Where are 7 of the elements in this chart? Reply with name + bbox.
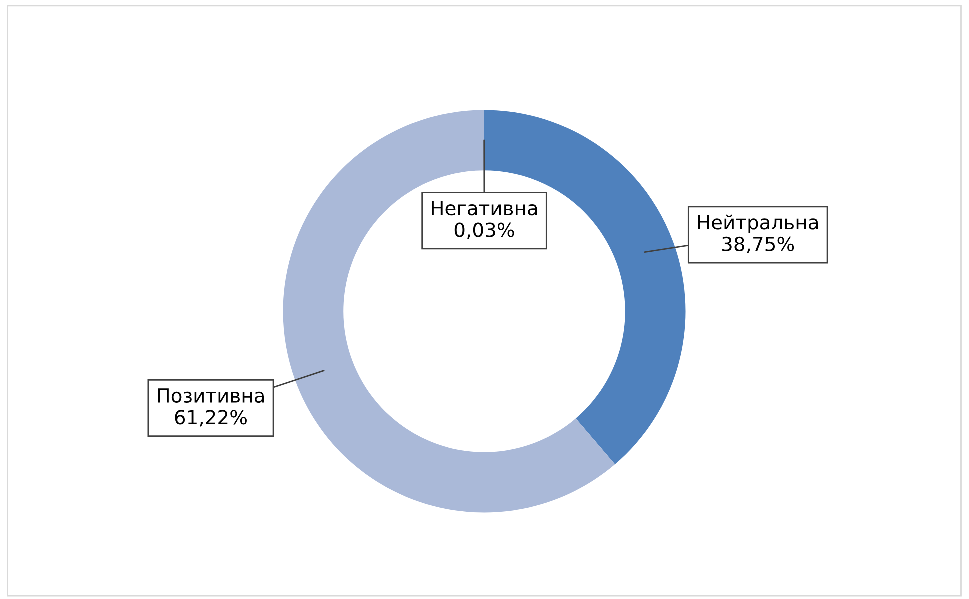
data-label: 0,03% [454,222,514,240]
slice-label: Нейтральна [698,214,818,234]
slice-label: Негативна [432,201,538,216]
donut-slice [283,110,616,513]
data-label: 38,75% [722,236,794,254]
slice-label: Позитивна [158,388,264,404]
data-label: 61,22% [175,410,247,427]
